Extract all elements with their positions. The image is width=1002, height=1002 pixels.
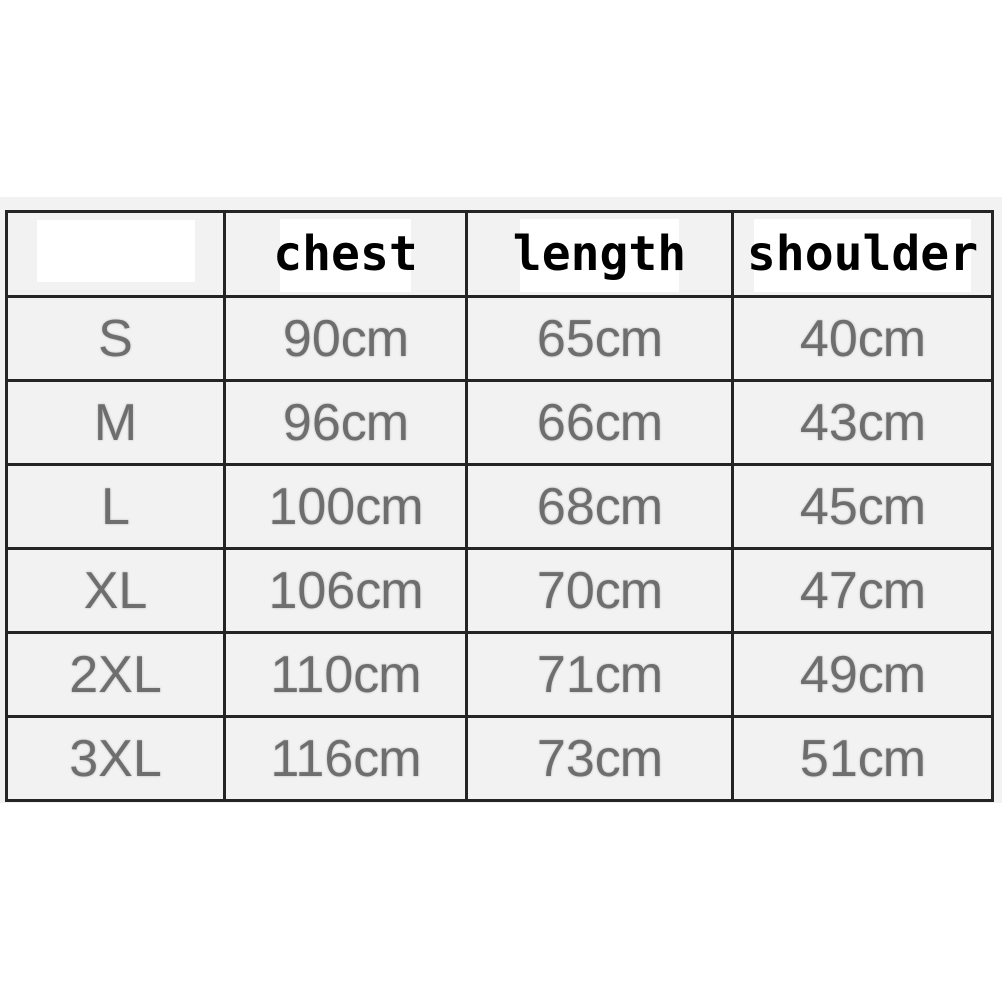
size-label: L — [5, 463, 226, 550]
header-cell-chest: chest — [223, 210, 468, 298]
size-chart-zone: chest length shoulder S 90cm 65cm 40cm M… — [0, 197, 1002, 803]
measure-number: 45 — [799, 477, 858, 536]
measure-number: 43 — [799, 393, 858, 452]
measure-unit: cm — [594, 309, 663, 368]
measure-number: 96 — [282, 393, 341, 452]
header-row: chest length shoulder — [5, 210, 994, 298]
length-value-cell: 66cm — [465, 379, 734, 466]
blank-header-box — [36, 220, 195, 282]
measure-unit: cm — [353, 729, 421, 788]
measure-unit: cm — [594, 561, 663, 620]
chest-value-cell: 110cm — [223, 631, 468, 718]
measure-unit: cm — [594, 645, 663, 704]
table-row-s: S 90cm 65cm 40cm — [5, 295, 994, 382]
measure-number: 116 — [270, 729, 354, 788]
length-value-cell: 65cm — [465, 295, 734, 382]
header-cell-shoulder: shoulder — [731, 210, 994, 298]
shoulder-value-cell: 51cm — [731, 715, 994, 802]
measure-unit: cm — [594, 393, 663, 452]
header-label-chest: chest — [273, 219, 418, 292]
chest-value-cell: 116cm — [223, 715, 468, 802]
chest-value-cell: 90cm — [223, 295, 468, 382]
size-label: M — [5, 379, 226, 466]
header-label-length: length — [512, 219, 687, 292]
table-row-l: L 100cm 68cm 45cm — [5, 463, 994, 550]
measure-number: 106 — [268, 561, 356, 620]
measure-unit: cm — [857, 729, 926, 788]
measure-number: 110 — [270, 645, 354, 704]
header-cell-blank — [5, 210, 226, 298]
measure-number: 47 — [799, 561, 858, 620]
measure-unit: cm — [857, 393, 926, 452]
measure-number: 68 — [536, 477, 595, 536]
shoulder-value-cell: 40cm — [731, 295, 994, 382]
measure-unit: cm — [353, 645, 421, 704]
header-cell-length: length — [465, 210, 734, 298]
measure-number: 71 — [536, 645, 595, 704]
length-value-cell: 68cm — [465, 463, 734, 550]
measure-unit: cm — [857, 477, 926, 536]
header-label-shoulder: shoulder — [746, 219, 979, 292]
chest-value-cell: 100cm — [223, 463, 468, 550]
size-label: XL — [5, 547, 226, 634]
shoulder-value-cell: 45cm — [731, 463, 994, 550]
table-row-xl: XL 106cm 70cm 47cm — [5, 547, 994, 634]
measure-number: 51 — [799, 729, 858, 788]
table-row-3xl: 3XL 116cm 73cm 51cm — [5, 715, 994, 802]
table-row-m: M 96cm 66cm 43cm — [5, 379, 994, 466]
size-label: 2XL — [5, 631, 226, 718]
table-row-2xl: 2XL 110cm 71cm 49cm — [5, 631, 994, 718]
measure-number: 49 — [799, 645, 858, 704]
chest-value-cell: 106cm — [223, 547, 468, 634]
length-value-cell: 73cm — [465, 715, 734, 802]
measure-unit: cm — [594, 477, 663, 536]
measure-unit: cm — [355, 561, 423, 620]
measure-number: 65 — [536, 309, 595, 368]
shoulder-value-cell: 47cm — [731, 547, 994, 634]
measure-number: 73 — [536, 729, 595, 788]
measure-number: 40 — [799, 309, 858, 368]
shoulder-value-cell: 43cm — [731, 379, 994, 466]
measure-unit: cm — [857, 645, 926, 704]
measure-unit: cm — [340, 309, 409, 368]
measure-number: 90 — [282, 309, 341, 368]
shoulder-value-cell: 49cm — [731, 631, 994, 718]
size-chart-table: chest length shoulder S 90cm 65cm 40cm M… — [5, 210, 994, 802]
size-label: S — [5, 295, 226, 382]
length-value-cell: 71cm — [465, 631, 734, 718]
measure-unit: cm — [355, 477, 423, 536]
measure-unit: cm — [340, 393, 409, 452]
length-value-cell: 70cm — [465, 547, 734, 634]
measure-number: 100 — [268, 477, 356, 536]
size-label: 3XL — [5, 715, 226, 802]
measure-unit: cm — [857, 309, 926, 368]
measure-number: 70 — [536, 561, 595, 620]
measure-unit: cm — [857, 561, 926, 620]
measure-unit: cm — [594, 729, 663, 788]
measure-number: 66 — [536, 393, 595, 452]
chest-value-cell: 96cm — [223, 379, 468, 466]
